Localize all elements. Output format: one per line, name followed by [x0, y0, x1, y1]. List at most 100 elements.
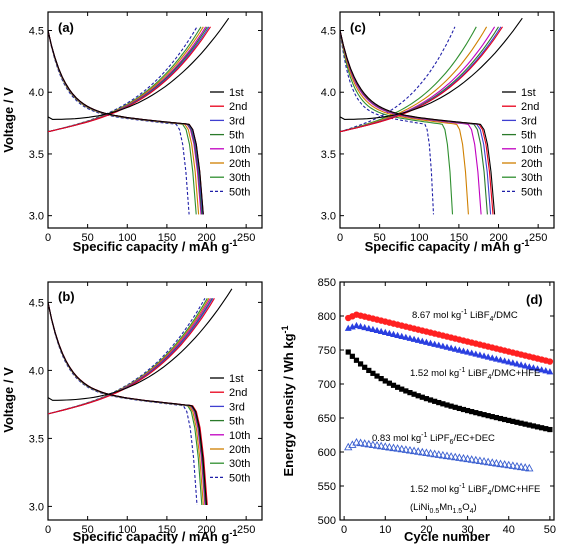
data-point [505, 358, 513, 365]
data-point [464, 348, 471, 355]
data-point [362, 364, 368, 370]
legend-label: 3rd [229, 115, 245, 127]
x-tick-label: 200 [197, 232, 215, 244]
y-tick-label: 4.0 [29, 87, 44, 99]
y-axis-label: Voltage / V [1, 367, 16, 433]
x-tick-label: 150 [450, 232, 468, 244]
series-2nd-charge-line [48, 298, 215, 415]
x-tick-label: 250 [237, 232, 255, 244]
y-tick-label: 500 [318, 515, 336, 527]
data-point [393, 444, 402, 452]
series-5th-charge-line [48, 26, 208, 133]
legend-label: 2nd [521, 101, 539, 113]
legend-label: 20th [521, 158, 542, 170]
data-point [368, 440, 378, 448]
series-1st-discharge-line [48, 302, 208, 506]
data-point [500, 460, 509, 468]
x-axis-label: Specific capacity / mAh g-1 [73, 528, 238, 544]
data-point [468, 349, 476, 356]
series-20th-charge-line [340, 26, 488, 133]
x-tick-label: 50 [82, 524, 94, 536]
data-point [382, 378, 388, 384]
legend-label: 30th [229, 172, 250, 184]
panel-label: (a) [58, 20, 74, 35]
data-point [426, 449, 435, 457]
data-point [543, 426, 549, 432]
data-point [484, 353, 492, 360]
data-point [472, 350, 480, 357]
data-point [464, 407, 471, 414]
data-point [434, 450, 443, 458]
series-2nd-charge-line [48, 26, 211, 133]
data-point [444, 402, 450, 408]
data-point [463, 454, 472, 463]
legend-label: 10th [229, 430, 250, 442]
series-1st-charge-line [340, 17, 523, 120]
data-point [427, 339, 434, 346]
series-3rd-charge-line [48, 26, 210, 133]
data-point [477, 411, 483, 417]
legend-label: 1st [229, 87, 244, 99]
series-10th-charge-line [48, 26, 207, 133]
data-point [439, 342, 447, 349]
data-point [488, 458, 497, 466]
data-point [430, 449, 439, 458]
panel-b: 0 50 100 150 200 250 3.0 3.5 4.0 4.5 1st 2nd 3rd 5th 1… [1, 281, 263, 544]
data-point [534, 424, 541, 430]
y-tick-label: 4.5 [321, 26, 336, 38]
legend-label: 1st [229, 373, 244, 385]
series-20th-discharge-line [340, 30, 469, 215]
x-tick-label: 200 [489, 232, 507, 244]
data-point [522, 421, 528, 427]
plot-frame [47, 11, 263, 229]
y-tick-label: 4.0 [29, 365, 44, 377]
legend-label: 3rd [521, 115, 537, 127]
data-point [373, 326, 381, 334]
data-point [438, 450, 448, 459]
data-point [489, 414, 495, 420]
data-point [353, 321, 360, 329]
data-point [475, 456, 485, 464]
data-point [423, 338, 430, 345]
series-30th-discharge-line [340, 30, 454, 215]
data-point [370, 370, 376, 376]
series-10th-discharge-line [48, 302, 206, 506]
y-tick-label: 3.0 [29, 211, 44, 223]
data-point [432, 398, 438, 404]
x-axis-label: Cycle number [404, 529, 490, 544]
data-point [394, 331, 402, 338]
data-point [352, 437, 361, 446]
data-point [473, 410, 479, 416]
series-20th-charge-line [48, 26, 204, 133]
data-point [427, 397, 434, 403]
data-point [508, 461, 518, 469]
data-point [542, 367, 550, 374]
x-tick-label: 40 [503, 524, 515, 536]
legend-label: 5th [229, 416, 244, 428]
plot-frame [47, 281, 263, 521]
series-30th-charge-line [48, 298, 208, 415]
data-point [526, 422, 532, 428]
data-point [448, 403, 454, 409]
data-point [399, 386, 405, 392]
x-tick-label: 250 [237, 524, 255, 536]
x-tick-label: 250 [529, 232, 547, 244]
y-tick-label: 600 [318, 447, 336, 459]
series-10th-charge-line [340, 26, 496, 133]
data-point [509, 359, 517, 366]
data-point [390, 330, 397, 337]
data-point [518, 420, 524, 426]
series-20th-charge-line [48, 298, 210, 415]
data-point [401, 445, 411, 453]
series-50th-discharge-line [48, 30, 190, 215]
series-30th-charge-line [48, 26, 202, 133]
data-point [378, 375, 384, 382]
data-point [389, 443, 398, 452]
series-20th-discharge-line [48, 302, 204, 506]
data-point [525, 363, 533, 370]
series-1st-charge-line [48, 288, 233, 401]
data-point [546, 368, 554, 375]
data-point [366, 367, 372, 374]
data-point [407, 390, 413, 396]
